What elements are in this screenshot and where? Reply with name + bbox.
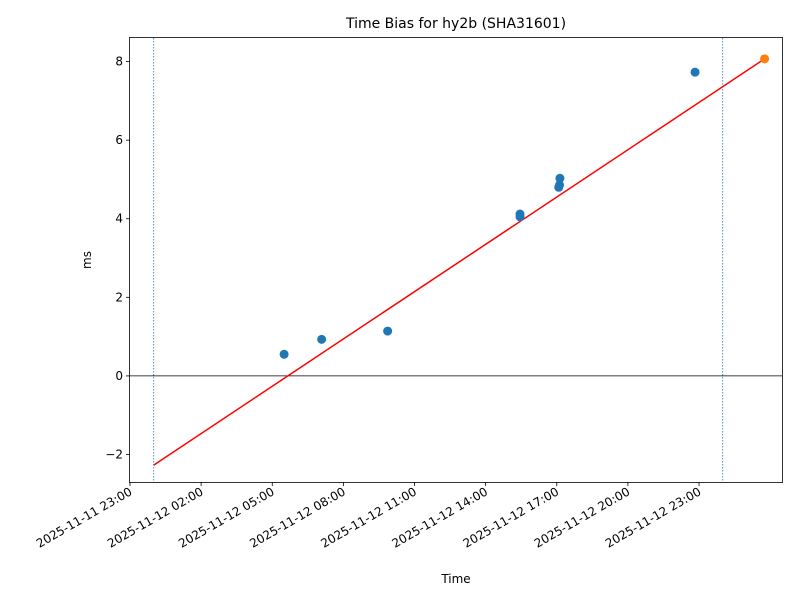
y-tick-label: 2 [115,290,123,304]
data-point [555,173,565,183]
data-point [555,180,565,190]
y-tick-label: 0 [115,369,123,383]
y-tick-label: 6 [115,133,123,147]
y-tick-label: 4 [115,212,123,226]
y-tick-label: 8 [115,55,123,69]
data-point [279,349,289,359]
fit-line [153,58,766,466]
plot-layer [130,38,782,482]
data-point [690,67,700,77]
y-axis-label: ms [80,251,94,269]
data-point [383,326,393,336]
y-tick-label: −2 [105,447,123,461]
predicted-point [760,54,770,64]
data-point [515,209,525,219]
x-axis-label: Time [440,572,470,586]
plot-frame [129,37,783,483]
data-point [317,334,327,344]
chart-title: Time Bias for hy2b (SHA31601) [345,16,566,32]
